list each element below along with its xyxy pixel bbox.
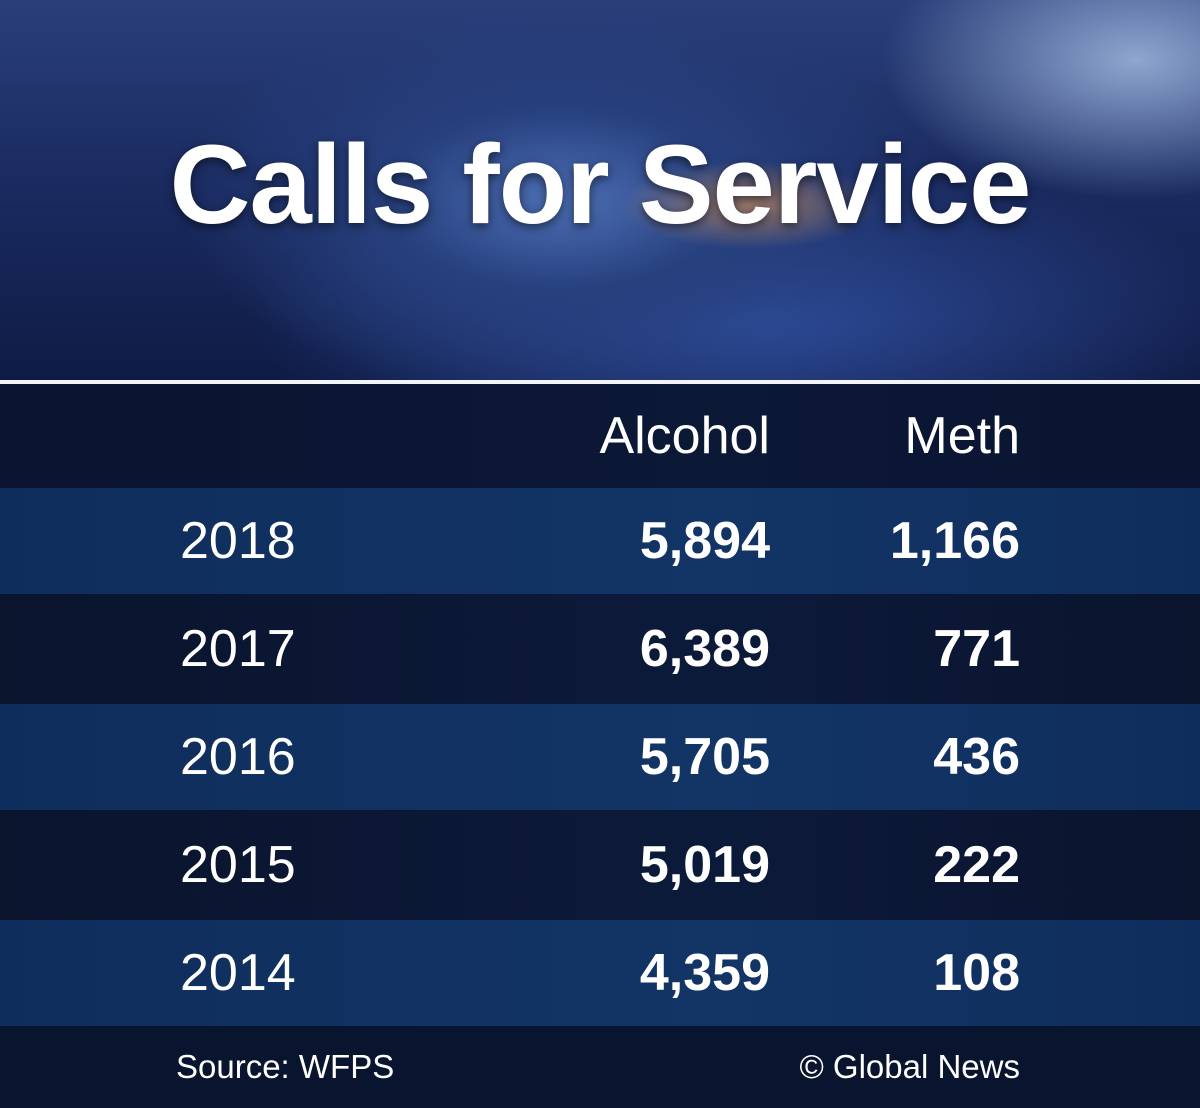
row-year: 2018: [180, 512, 296, 570]
headlight-glow: [620, 160, 880, 250]
cell-value: 222: [933, 836, 1020, 894]
cell-value: 5,019: [639, 836, 770, 894]
table-row: 2018 5,894 1,166: [0, 488, 1200, 594]
table-row: 2016 5,705 436: [0, 704, 1200, 810]
divider: [0, 380, 1200, 384]
footer: Source: WFPS © Global News: [0, 1026, 1200, 1108]
cell-value: 6,389: [639, 620, 770, 678]
cell-value: 4,359: [639, 944, 770, 1002]
column-header: Meth: [904, 407, 1020, 465]
cell-value: 771: [933, 620, 1020, 678]
row-year: 2016: [180, 728, 296, 786]
row-year: 2014: [180, 944, 296, 1002]
credit: © Global News: [799, 1048, 1020, 1085]
source: Source: WFPS: [176, 1048, 395, 1085]
cell-value: 436: [933, 728, 1020, 786]
cell-value: 1,166: [889, 512, 1020, 570]
table-row: 2014 4,359 108: [0, 920, 1200, 1026]
title: Calls for Service: [169, 122, 1032, 247]
table-row: 2017 6,389 771: [0, 594, 1200, 704]
header-row: Alcohol Meth: [0, 384, 1200, 488]
table: Alcohol Meth 2018 5,894 1,166 2017 6,389 771 201…: [0, 384, 1200, 1026]
cell-value: 5,705: [639, 728, 770, 786]
row-year: 2015: [180, 836, 296, 894]
table-row: 2015 5,019 222: [0, 810, 1200, 920]
column-header: Alcohol: [599, 407, 770, 465]
sky-glow: [880, 0, 1200, 200]
row-year: 2017: [180, 620, 296, 678]
cell-value: 5,894: [639, 512, 770, 570]
hero-image: [0, 0, 1200, 381]
cell-value: 108: [933, 944, 1020, 1002]
